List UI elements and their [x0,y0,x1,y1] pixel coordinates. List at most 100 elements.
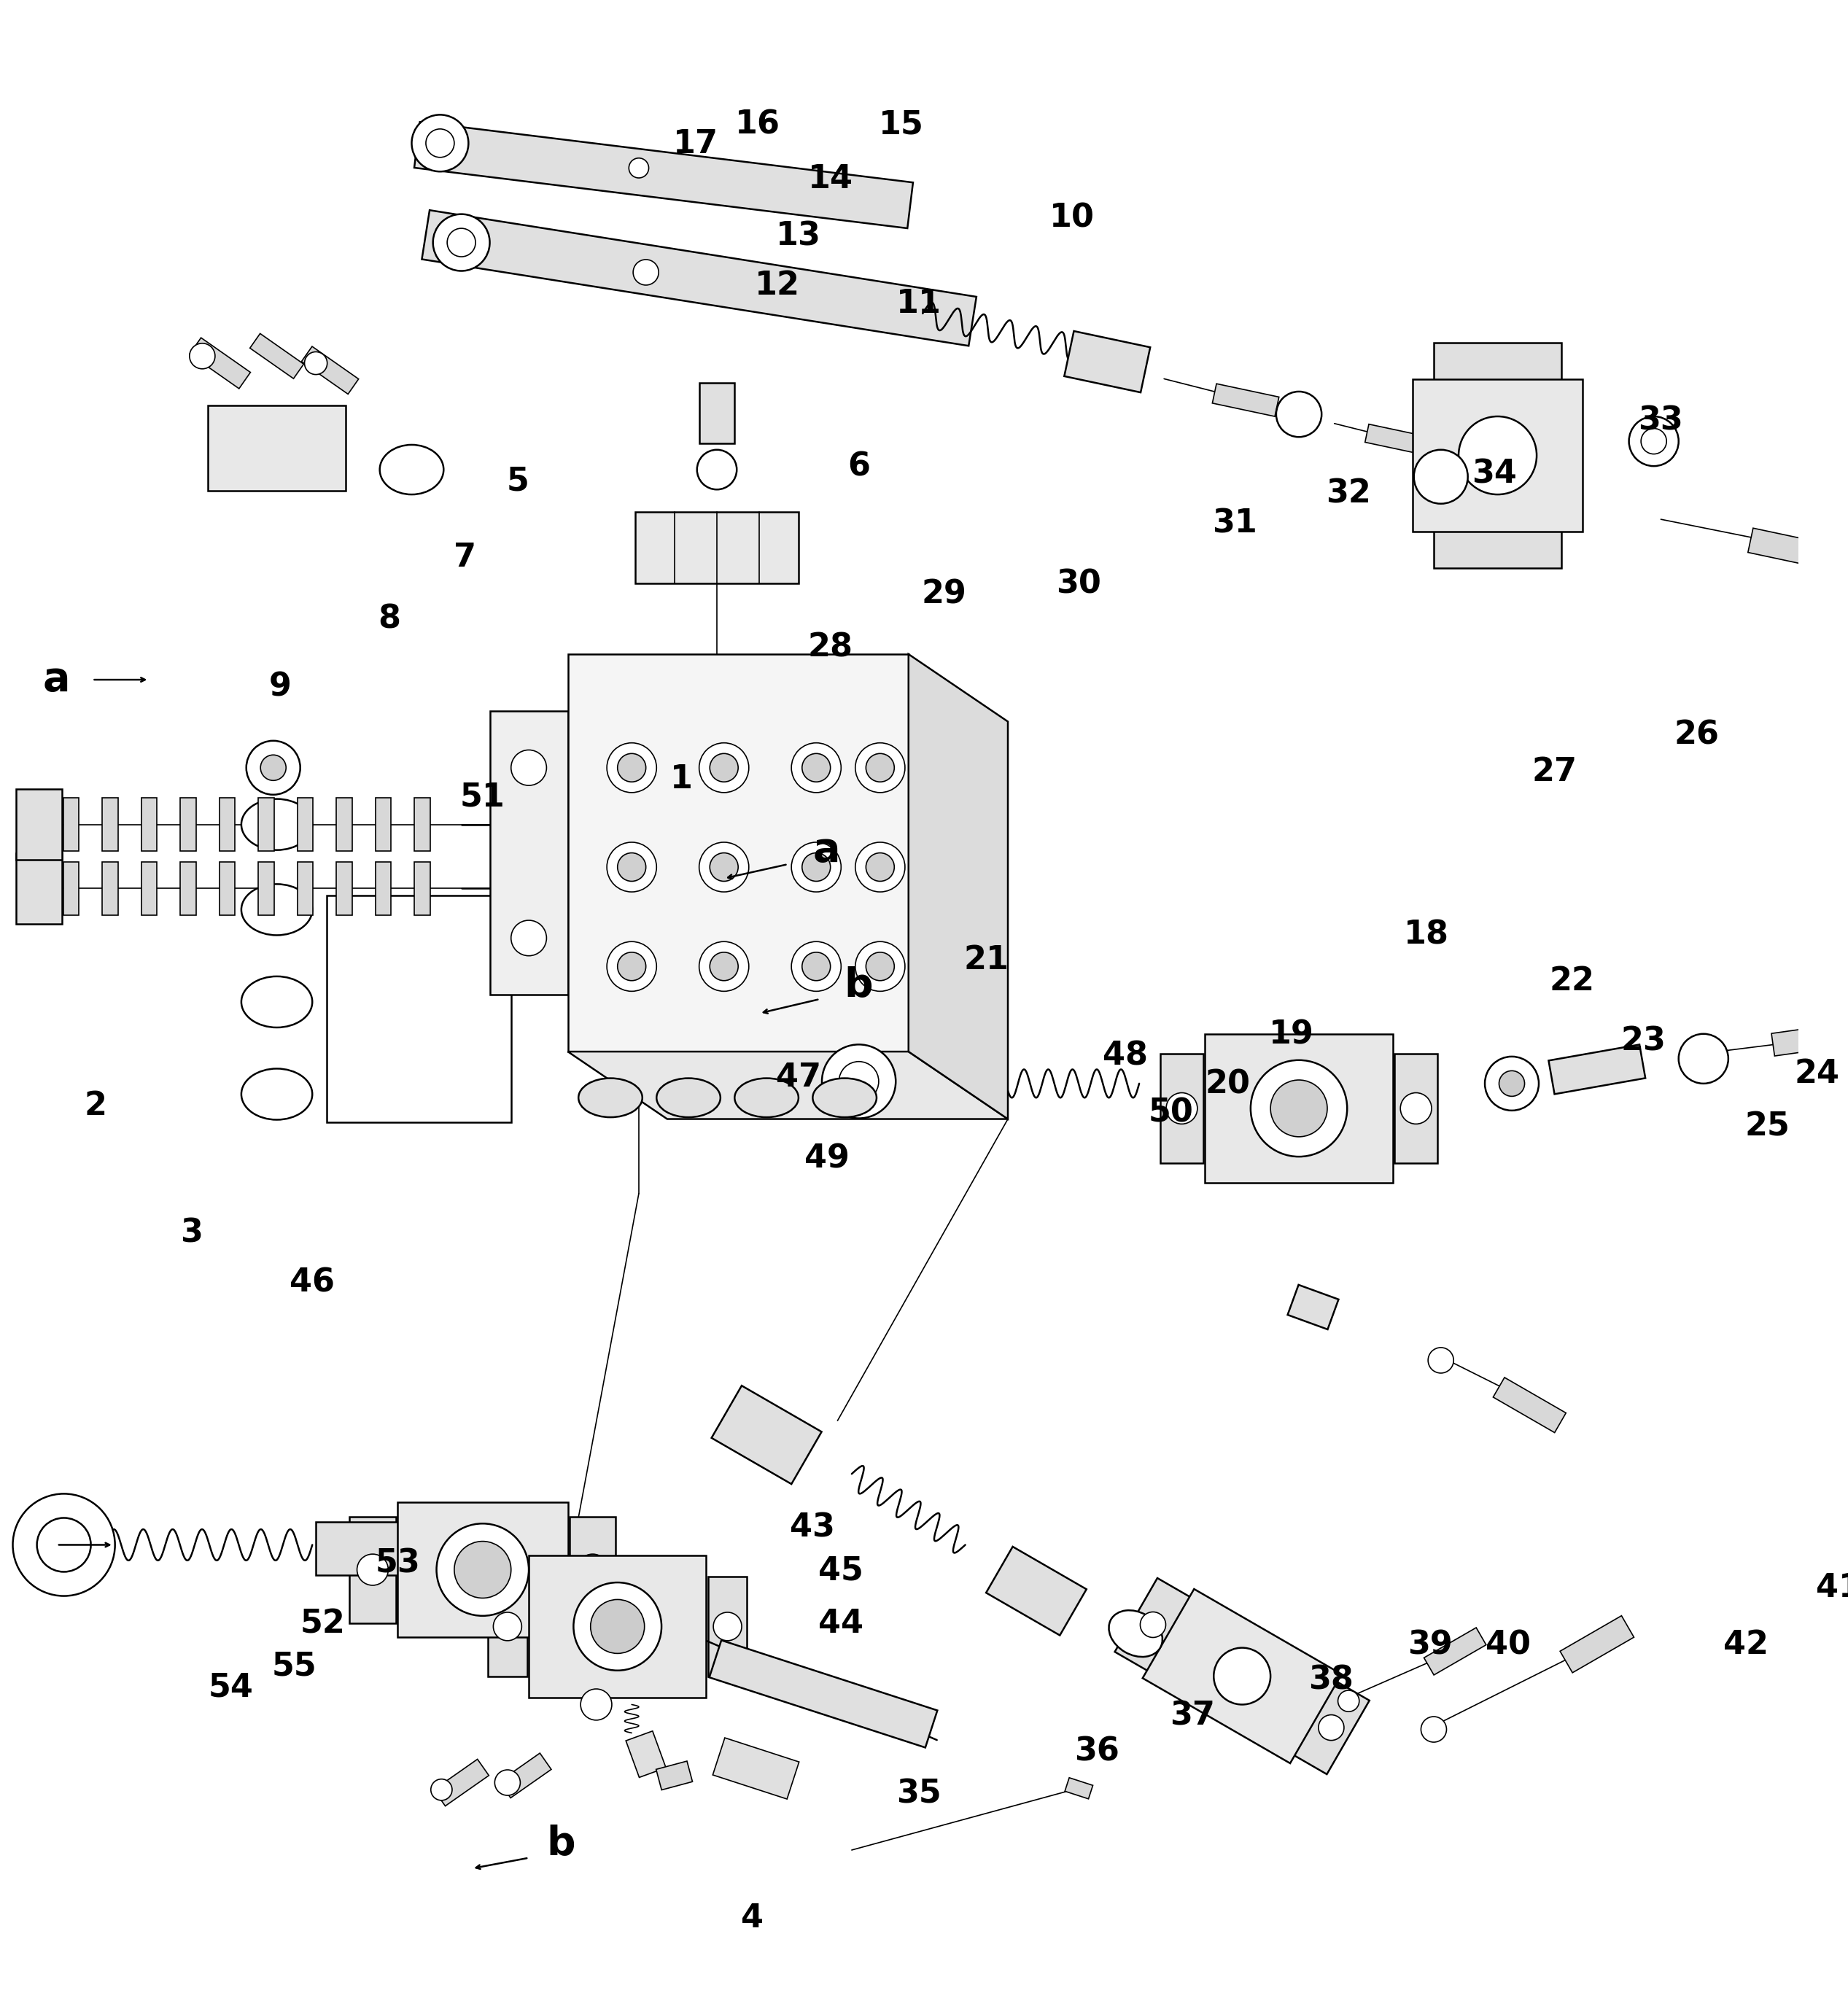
Text: 53: 53 [375,1547,419,1579]
Polygon shape [421,210,976,346]
Circle shape [699,742,748,792]
Circle shape [512,750,547,786]
Text: 8: 8 [377,604,401,634]
Text: 15: 15 [880,108,924,140]
Circle shape [1338,1691,1360,1711]
Polygon shape [298,862,312,914]
Circle shape [1414,450,1467,504]
Polygon shape [711,1385,822,1485]
Circle shape [617,852,647,880]
Ellipse shape [789,738,857,784]
Text: 46: 46 [290,1267,334,1299]
Circle shape [1277,392,1321,436]
Polygon shape [17,852,63,924]
Text: 34: 34 [1471,458,1517,490]
Polygon shape [1549,1045,1645,1095]
Polygon shape [656,1761,693,1791]
Polygon shape [488,1577,527,1677]
Circle shape [1401,1093,1432,1125]
Polygon shape [626,1731,665,1777]
Text: 11: 11 [896,288,942,320]
Ellipse shape [874,884,930,920]
Circle shape [606,842,656,892]
Polygon shape [708,1577,747,1677]
Text: 23: 23 [1621,1027,1665,1057]
Text: 30: 30 [1057,568,1101,600]
Polygon shape [434,1759,490,1807]
Text: 20: 20 [1205,1069,1251,1101]
Circle shape [634,260,658,284]
Text: 6: 6 [848,450,870,482]
Circle shape [699,942,748,990]
Circle shape [606,742,656,792]
Ellipse shape [242,884,312,934]
Ellipse shape [736,1059,798,1109]
Text: 13: 13 [776,220,821,252]
Circle shape [1484,1057,1539,1111]
Polygon shape [1161,1053,1203,1163]
Polygon shape [102,798,118,850]
Circle shape [580,1689,612,1721]
Text: 49: 49 [804,1143,850,1175]
Circle shape [1421,1717,1447,1743]
Polygon shape [207,406,346,490]
Text: 2: 2 [85,1091,107,1121]
Polygon shape [710,1641,937,1747]
Circle shape [261,754,286,780]
Ellipse shape [379,444,444,494]
Circle shape [710,754,737,782]
Polygon shape [1748,528,1837,570]
Polygon shape [1114,1579,1192,1671]
Polygon shape [190,338,251,388]
Polygon shape [1142,1589,1342,1763]
Circle shape [710,952,737,980]
Ellipse shape [952,920,1007,956]
Text: 12: 12 [754,270,800,302]
Text: 19: 19 [1270,1019,1314,1051]
Circle shape [713,1613,741,1641]
Text: 44: 44 [819,1609,863,1639]
Circle shape [512,920,547,956]
Ellipse shape [789,880,857,926]
Polygon shape [102,862,118,914]
Circle shape [447,228,475,256]
Polygon shape [414,798,431,850]
Ellipse shape [952,990,1007,1027]
Circle shape [1214,1647,1270,1705]
Polygon shape [499,1753,551,1799]
Ellipse shape [242,976,312,1027]
Polygon shape [301,346,359,394]
Polygon shape [259,862,274,914]
Ellipse shape [739,986,808,1033]
Ellipse shape [874,954,930,992]
Text: 16: 16 [736,108,780,140]
Circle shape [791,742,841,792]
Text: 10: 10 [1050,202,1094,234]
Ellipse shape [242,798,312,850]
Ellipse shape [789,808,857,854]
Text: 41: 41 [1817,1573,1848,1605]
Text: 24: 24 [1794,1059,1839,1089]
Text: 37: 37 [1170,1701,1214,1731]
Text: 54: 54 [209,1671,253,1703]
Circle shape [710,852,737,880]
Text: 5: 5 [506,466,529,496]
Ellipse shape [578,1079,643,1117]
Text: 40: 40 [1486,1629,1530,1661]
Circle shape [867,852,894,880]
Polygon shape [298,798,312,850]
Circle shape [822,1045,896,1119]
Text: 1: 1 [671,764,693,794]
Polygon shape [181,862,196,914]
Polygon shape [220,798,235,850]
Polygon shape [567,654,909,1053]
Text: 36: 36 [1074,1735,1120,1767]
Circle shape [412,114,468,172]
Polygon shape [1212,384,1279,416]
Text: 52: 52 [301,1609,346,1639]
Text: 50: 50 [1149,1097,1194,1129]
Polygon shape [1434,526,1562,568]
Ellipse shape [739,844,808,890]
Polygon shape [490,710,567,994]
Polygon shape [1064,1777,1092,1799]
